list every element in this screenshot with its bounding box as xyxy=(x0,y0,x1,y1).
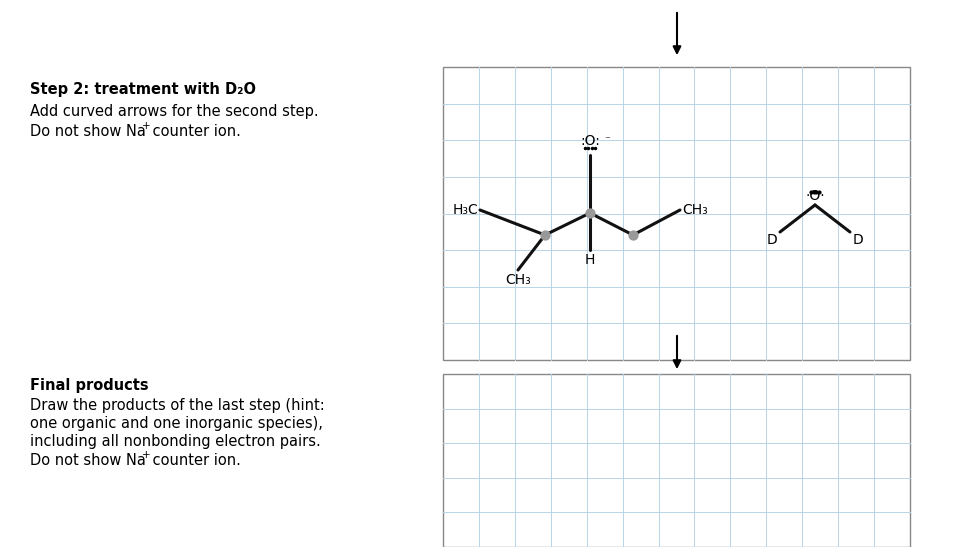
Text: D: D xyxy=(766,233,777,247)
Text: H: H xyxy=(585,253,596,267)
Text: Add curved arrows for the second step.: Add curved arrows for the second step. xyxy=(30,104,318,119)
Text: counter ion.: counter ion. xyxy=(148,124,241,139)
Text: +: + xyxy=(142,121,151,131)
Bar xyxy=(443,374,910,547)
Text: +: + xyxy=(142,450,151,460)
Text: ·O·: ·O· xyxy=(806,189,825,203)
Text: Do not show Na: Do not show Na xyxy=(30,124,146,139)
Text: H₃C: H₃C xyxy=(453,203,478,217)
Text: one organic and one inorganic species),: one organic and one inorganic species), xyxy=(30,416,323,431)
Bar xyxy=(443,67,910,360)
Text: Final products: Final products xyxy=(30,378,149,393)
Point xyxy=(582,208,597,217)
Text: counter ion.: counter ion. xyxy=(148,453,241,468)
Text: including all nonbonding electron pairs.: including all nonbonding electron pairs. xyxy=(30,434,320,449)
Text: CH₃: CH₃ xyxy=(682,203,708,217)
Text: ⁻: ⁻ xyxy=(604,135,610,145)
Point xyxy=(625,231,641,240)
Text: Draw the products of the last step (hint:: Draw the products of the last step (hint… xyxy=(30,398,325,413)
Text: CH₃: CH₃ xyxy=(505,273,531,287)
Text: Do not show Na: Do not show Na xyxy=(30,453,146,468)
Text: Step 2: treatment with D₂O: Step 2: treatment with D₂O xyxy=(30,82,256,97)
Text: :O:: :O: xyxy=(580,134,600,148)
Text: D: D xyxy=(853,233,864,247)
Point xyxy=(537,231,552,240)
